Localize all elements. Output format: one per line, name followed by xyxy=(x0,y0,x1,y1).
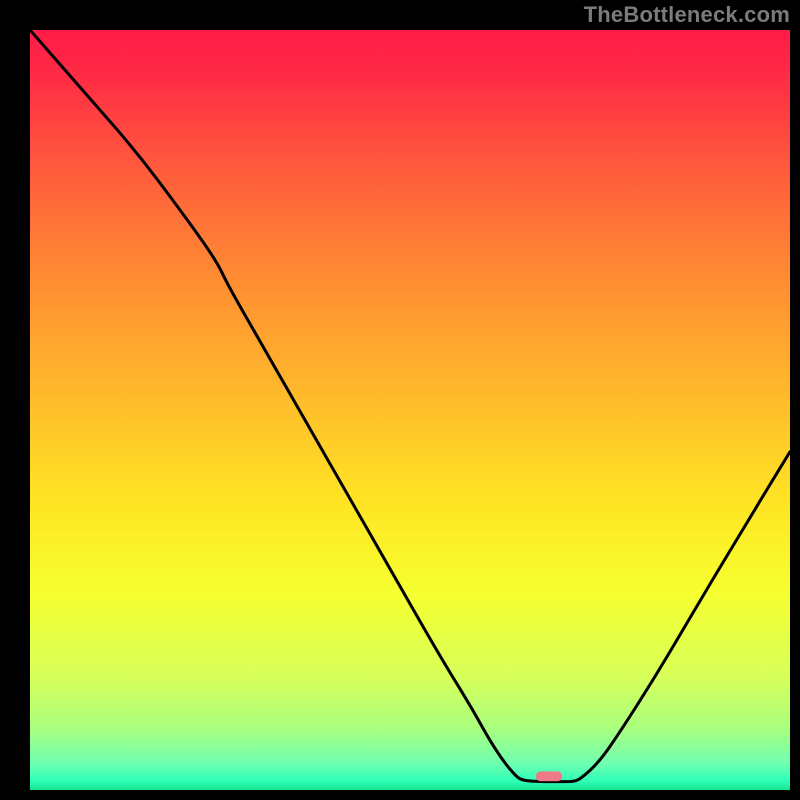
gradient-background xyxy=(30,30,790,790)
chart-svg xyxy=(30,30,790,790)
plot-area xyxy=(30,30,790,790)
chart-frame: TheBottleneck.com xyxy=(0,0,800,800)
watermark-text: TheBottleneck.com xyxy=(584,2,790,28)
marker-pill xyxy=(536,771,563,781)
